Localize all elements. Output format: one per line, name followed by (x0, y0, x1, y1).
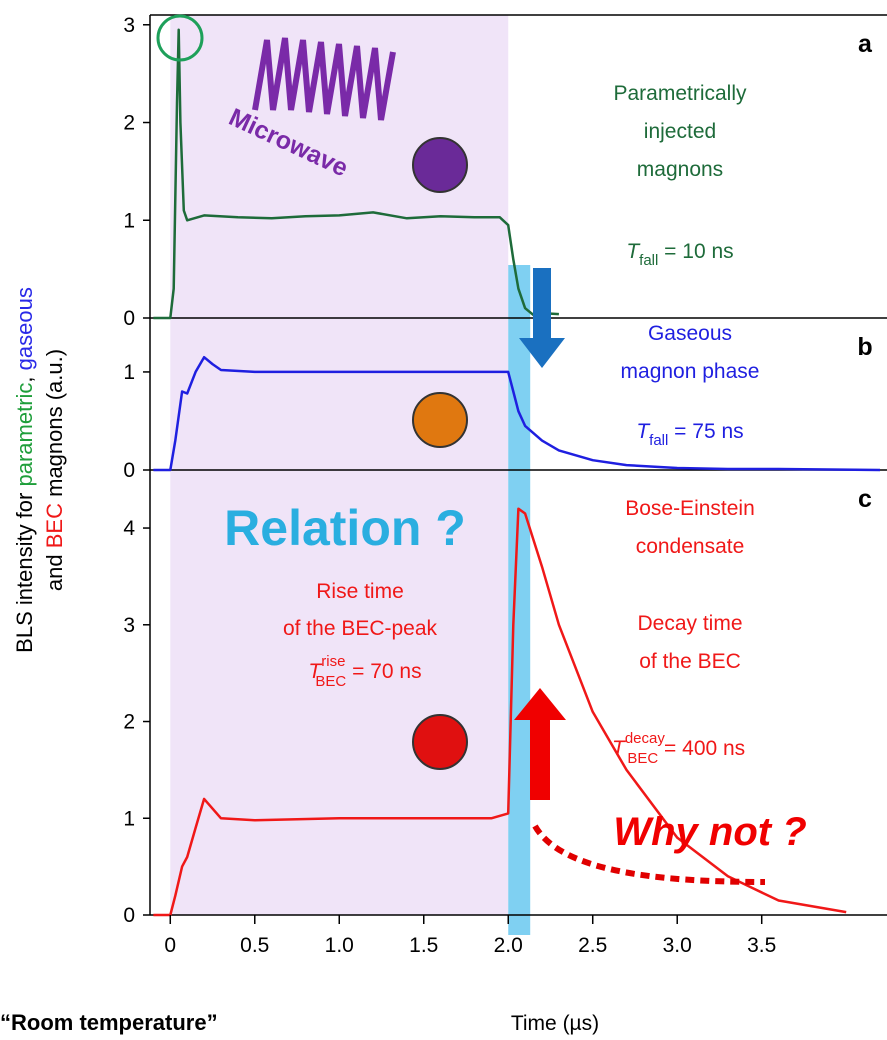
annotation: of the BEC (639, 650, 741, 673)
annotation: Parametrically (613, 82, 747, 105)
annotation-part: fall (639, 252, 658, 269)
y-label-part: and (42, 548, 67, 591)
magnon-ball (412, 137, 468, 193)
y-tick-label: 2 (123, 711, 135, 734)
annotation-part: T (626, 240, 641, 263)
microwave-wave (252, 37, 396, 121)
y-label-part: gaseous (12, 287, 37, 370)
y-tick-label: 1 (123, 361, 135, 384)
annotation-part: fall (649, 432, 668, 449)
annotation: injected (644, 120, 716, 143)
series-line (153, 355, 881, 472)
y-label-part: parametric (12, 383, 37, 487)
magnon-ball (412, 392, 468, 448)
y-axis-label: BLS intensity for parametric, gaseous (12, 287, 37, 653)
annotation-part: = 70 ns (346, 660, 421, 683)
time-annotation: Tfall = 10 ns (626, 240, 733, 269)
y-label-part: magnons (a.u.) (42, 349, 67, 503)
peak-circle (156, 14, 204, 62)
annotation: Decay time (637, 612, 742, 635)
y-tick-label: 3 (123, 14, 135, 37)
x-tick-label: 3.0 (663, 934, 692, 957)
time-annotation: Tfall = 75 ns (636, 420, 743, 449)
x-tick-label: 0.5 (240, 934, 269, 957)
x-tick-label: 3.5 (747, 934, 776, 957)
annotation: Rise time (316, 580, 404, 603)
annotation: of the BEC-peak (283, 617, 438, 640)
time-annotation: Trise BEC = 70 ns (308, 653, 421, 690)
up-arrow (514, 688, 566, 800)
annotation-part: BEC (627, 750, 658, 767)
time-annotation: Tdecay BEC = 400 ns (612, 730, 745, 767)
x-tick-label: 1.0 (325, 934, 354, 957)
y-label-part: BLS intensity for (12, 487, 37, 653)
annotation-part: T (636, 420, 651, 443)
room-temperature-label: “Room temperature” (0, 1010, 218, 1035)
annotation: condensate (636, 535, 745, 558)
y-axis-label: and BEC magnons (a.u.) (42, 349, 67, 591)
annotation-part: T (612, 737, 627, 760)
panel-letter: c (858, 485, 872, 513)
annotation-part: rise (321, 653, 345, 670)
y-tick-label: 4 (123, 517, 135, 540)
annotation: magnons (637, 158, 723, 181)
y-tick-label: 2 (123, 112, 135, 135)
x-tick-label: 2.5 (578, 934, 607, 957)
y-tick-label: 1 (123, 209, 135, 232)
why-not-label: Why not ? (613, 810, 806, 854)
x-axis-label: Time (µs) (511, 1012, 599, 1035)
relation-label: Relation ? (224, 500, 466, 556)
panel-letter: a (858, 30, 873, 58)
y-tick-label: 1 (123, 807, 135, 830)
annotation: Bose-Einstein (625, 497, 755, 520)
y-label-part: , (12, 370, 37, 382)
highlight-band (508, 265, 531, 935)
y-tick-label: 0 (123, 307, 135, 330)
annotation: Gaseous (648, 322, 732, 345)
annotation-part: T (308, 660, 323, 683)
y-tick-label: 0 (123, 904, 135, 927)
y-tick-label: 0 (123, 459, 135, 482)
series-line (153, 507, 847, 917)
x-tick-label: 0 (164, 934, 176, 957)
y-label-part: BEC (42, 503, 67, 548)
annotation-part: decay (625, 730, 666, 747)
annotation-part: = 75 ns (668, 420, 743, 443)
y-tick-label: 3 (123, 614, 135, 637)
x-tick-label: 1.5 (409, 934, 438, 957)
annotation: magnon phase (621, 360, 760, 383)
annotation-part: = 400 ns (658, 737, 745, 760)
down-arrow (519, 268, 565, 368)
annotation-part: = 10 ns (658, 240, 733, 263)
x-tick-label: 2.0 (494, 934, 523, 957)
panel-letter: b (857, 333, 872, 361)
hypothetical-curve (532, 824, 766, 885)
annotation-part: BEC (315, 673, 346, 690)
magnon-ball (412, 714, 468, 770)
series-line (153, 28, 559, 320)
